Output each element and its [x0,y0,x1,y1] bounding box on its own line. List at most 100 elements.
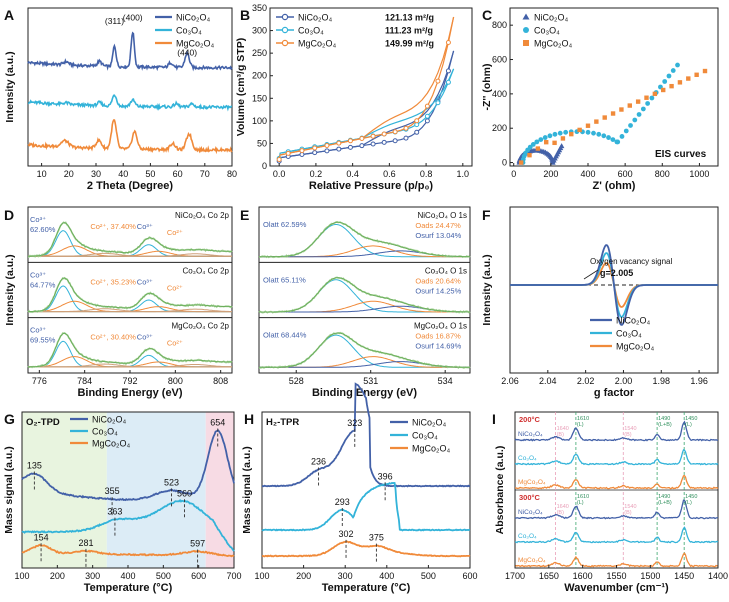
eis-point-co [552,131,558,137]
y-tick-label: 800 [492,20,507,30]
y-tick-label: 350 [252,3,267,13]
isotherm-point [299,148,305,154]
chart-title: H₂-TPR [266,417,299,428]
x-axis-title: Temperature (°C) [84,582,173,594]
panel-a-frame [27,7,233,167]
y-axis-title: Volume (cm³/g STP) [235,38,247,136]
legend-value: 111.23 m²/g [385,26,433,36]
x-tick-label: 200 [543,169,558,179]
subpanel-title: NiCo₂O₄ Co 2p [175,211,229,220]
isotherm-point [424,118,430,124]
peak-label: 154 [34,532,49,542]
x-tick-label: 700 [226,571,241,581]
band-label-faint: 1640 [557,504,569,510]
subpanel-title: Co₃O₄ Co 2p [182,266,229,275]
sample-label: Co₃O₄ [518,533,537,540]
y-tick-label: 400 [492,89,507,99]
panel-h-frame [261,411,471,569]
band-label: 1610 [577,494,589,500]
x-tick-label: 70 [200,169,210,179]
peak-label: 560 [177,488,192,498]
x-tick-label: 1450 [674,571,694,581]
eis-point-co [563,129,569,135]
isotherm-point [347,138,353,144]
isotherm-point [381,139,387,145]
band-tag-faint: (B) [557,432,565,438]
band-tag-faint: (B) [624,432,632,438]
eis-point-co [666,73,672,79]
x-tick-label: 0.8 [420,169,433,179]
x-tick-label: 0.2 [310,169,323,179]
eis-point-co [632,117,638,123]
y-axis-title: Mass signal (a.u.) [3,446,15,534]
eis-point-co [596,131,602,137]
epr-annotation: Oxygen vacancy signal [590,257,672,266]
eis-point-mgco [527,152,532,158]
xps-component [28,308,232,313]
isotherm-point [347,144,353,150]
isotherm-point [435,78,441,84]
subpanel-title: MgCo₂O₄ O 1s [414,322,467,331]
y-tick-label: 150 [252,93,267,103]
isotherm-point [414,129,420,135]
x-tick-label: 0 [511,169,516,179]
temperature-label: 300°C [519,493,541,502]
eis-point-mgco [677,80,683,85]
isotherm-point [276,156,282,162]
xps-component [28,300,232,313]
xps-species-label: Co³⁺ [30,270,46,279]
legend-entry: Co₃O₄ [298,26,324,36]
ir-series [514,420,718,442]
xps-species-label: Co²⁺ [167,283,183,292]
panel-letter: F [482,207,491,223]
panel-b-frame [269,7,473,167]
x-tick-label: 100 [14,571,29,581]
legend-entry: NiCo₂O₄ [176,13,210,23]
tpd-series-1 [21,499,235,552]
eis-point-co [662,79,668,84]
band-tag: (L) [577,422,584,428]
xps-percentage: 62.60% [30,225,56,234]
sample-label: MgCo₂O₄ [518,479,546,486]
x-tick-label: 800 [168,376,183,386]
x-tick-label: 600 [191,571,206,581]
x-tick-label: 2.00 [615,376,633,386]
y-axis-title: Mass signal (a.u.) [241,446,253,534]
panel-letter: I [492,411,496,427]
eis-point-co [557,130,563,136]
eis-point-co [640,106,646,112]
x-tick-label: 400 [580,169,595,179]
peak-label: 281 [78,538,93,548]
xps-envelope [28,332,232,368]
legend-entry: Co₃O₄ [412,431,438,441]
xps-species-label: Co³⁺ [30,215,46,224]
isotherm-point [403,135,409,141]
eis-point-mgco [652,91,658,97]
xps-percentage: 64.77% [30,280,56,289]
x-tick-label: 10 [37,169,47,179]
legend-entry: Co₃O₄ [92,427,118,437]
x-tick-label: 500 [421,571,436,581]
legend-entry: NiCo₂O₄ [92,415,126,425]
eis-point-mgco [577,127,582,133]
isotherm-point [445,79,451,85]
eis-point-co [670,68,676,73]
eis-point-mgco [619,107,624,112]
eis-point-mgco [669,83,674,89]
band-label: 1490 [658,416,670,422]
band-label: 1450 [685,416,697,422]
x-tick-label: 776 [32,376,47,386]
band-label-faint: 1540 [624,504,636,510]
ir-series [514,526,719,544]
band-label-faint: 1640 [557,426,569,432]
x-tick-label: 600 [462,571,477,581]
x-tick-label: 300 [85,571,100,581]
xps-species-label: Co³⁺ [137,222,153,231]
x-tick-label: 80 [227,169,237,179]
ir-series [514,499,719,520]
y-tick-label: 100 [252,116,267,126]
panel-e-frame [258,206,471,374]
legend-value: 149.99 m²/g [385,39,434,49]
band-tag-faint: (B) [557,510,565,516]
